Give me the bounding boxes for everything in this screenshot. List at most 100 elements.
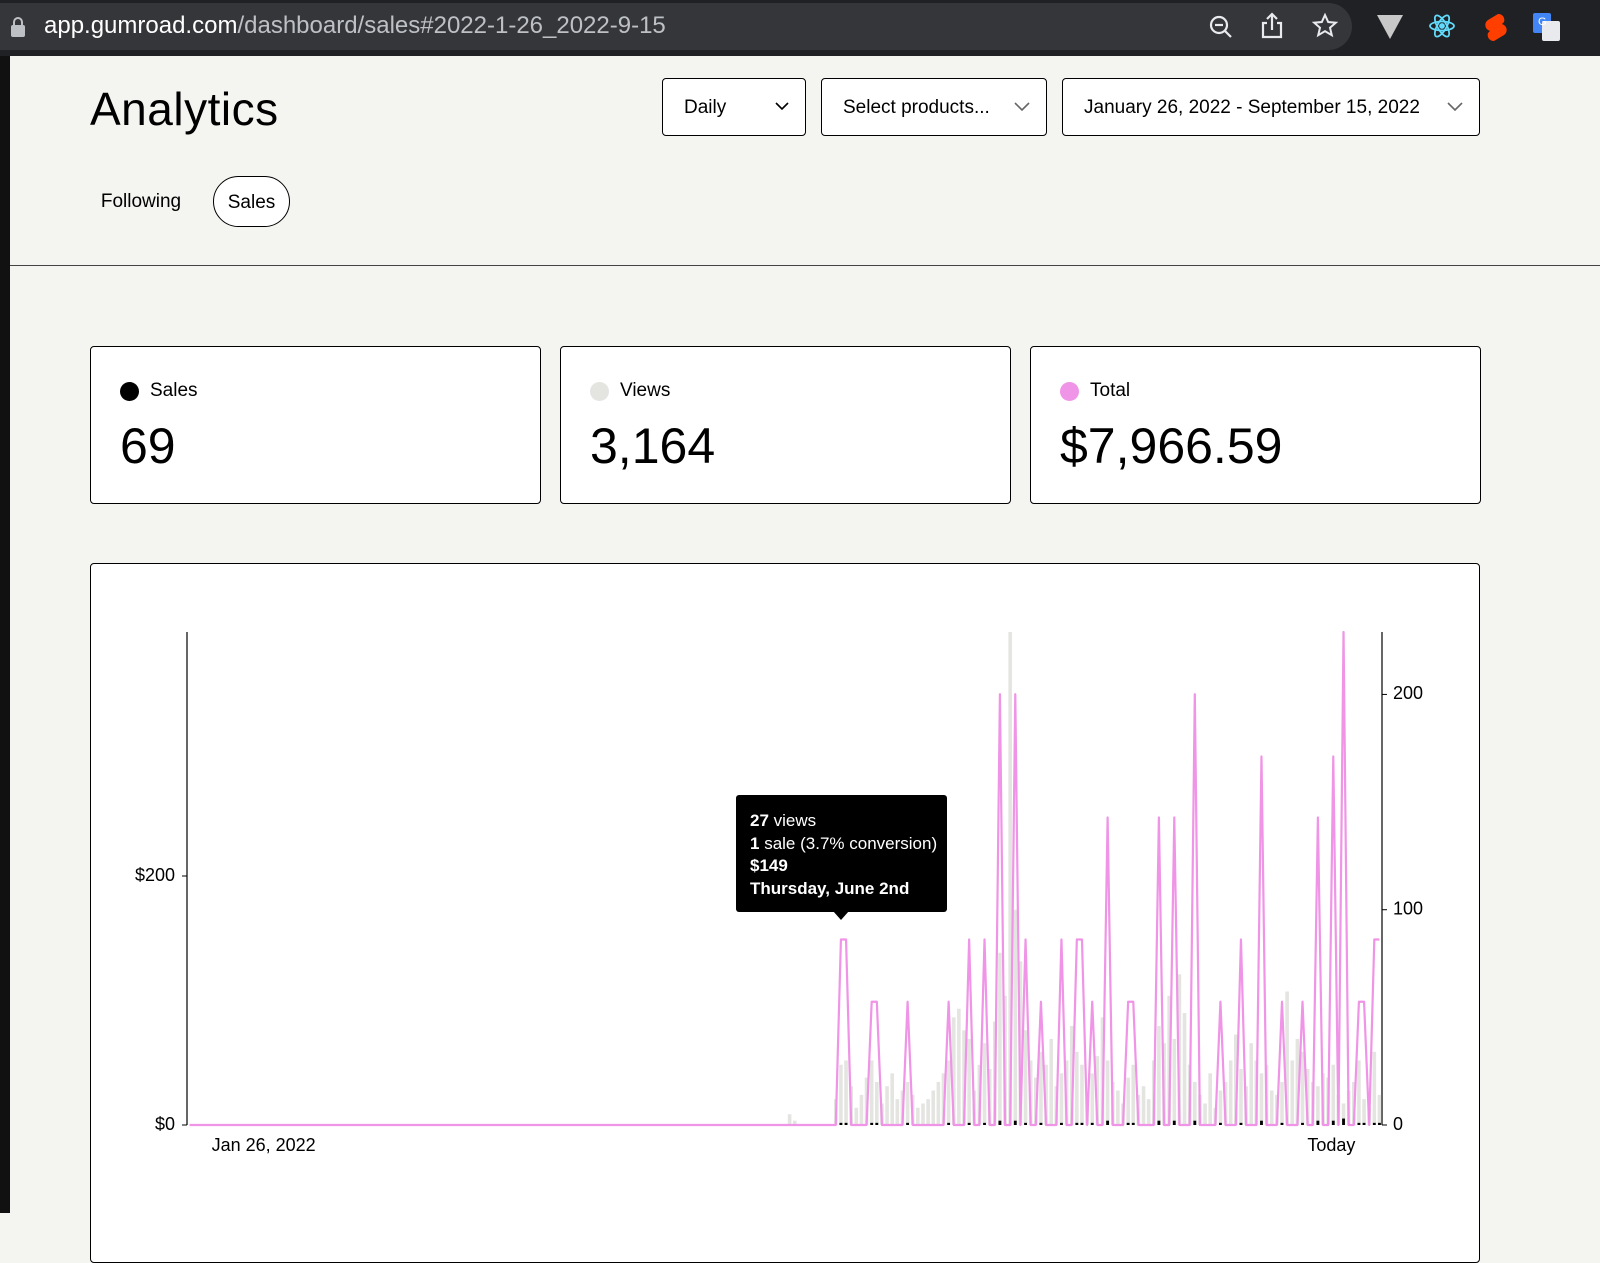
lock-icon	[11, 17, 25, 37]
bar	[1260, 1120, 1263, 1125]
bar	[1131, 1122, 1135, 1125]
bar	[1218, 1090, 1223, 1125]
bar	[854, 1107, 859, 1125]
tooltip-line: 1 sale (3.7% conversion)	[750, 833, 947, 856]
bar	[905, 1081, 910, 1125]
stat-label: Total	[1090, 380, 1131, 401]
bar	[1249, 1043, 1254, 1125]
svg-text:G: G	[1538, 16, 1547, 28]
y2-tick-label: 0	[1393, 1114, 1403, 1134]
url[interactable]: app.gumroad.com/dashboard/sales#2022-1-2…	[44, 12, 666, 40]
bar	[906, 1122, 910, 1125]
tooltip-strong: $149	[750, 856, 788, 875]
bar	[1239, 1122, 1243, 1125]
bar	[1362, 1099, 1366, 1125]
bar	[1049, 1038, 1053, 1125]
bar	[926, 1099, 930, 1125]
dropdown-label: January 26, 2022 - September 15, 2022	[1084, 97, 1420, 118]
bar	[1116, 1090, 1120, 1125]
bar	[1157, 1025, 1161, 1125]
bar	[1172, 1120, 1176, 1125]
bar	[1146, 1099, 1151, 1125]
bar	[1280, 1081, 1284, 1125]
bar	[1080, 1064, 1084, 1125]
bar	[1024, 1122, 1027, 1125]
products-dropdown[interactable]: Select products...	[821, 78, 1047, 136]
bar	[1208, 1073, 1212, 1125]
svelte-extension[interactable]	[1485, 13, 1507, 42]
stat-value: 3,164	[590, 418, 716, 474]
bar	[885, 1086, 889, 1125]
stat-label: Views	[620, 380, 671, 401]
bar	[1131, 1064, 1136, 1125]
bar	[957, 1008, 961, 1125]
bar	[1377, 1094, 1382, 1125]
bar	[859, 1094, 864, 1125]
stat-label: Sales	[150, 380, 198, 401]
tooltip-strong: 1	[750, 833, 760, 853]
bar	[936, 1081, 941, 1125]
y2-tick-label: 200	[1393, 683, 1423, 703]
bar	[983, 1122, 986, 1125]
bar	[1239, 1069, 1243, 1125]
bar	[1316, 1086, 1320, 1125]
vue-extension[interactable]	[1377, 15, 1403, 39]
address-bar[interactable]	[0, 3, 1352, 50]
bar	[1075, 1051, 1079, 1125]
bar	[1141, 1086, 1146, 1125]
legend-dot	[590, 382, 609, 401]
x-tick-label: Jan 26, 2022	[212, 1135, 316, 1155]
bar	[1357, 1122, 1361, 1125]
share-icon[interactable]	[1261, 12, 1283, 39]
react-extension[interactable]	[1429, 13, 1455, 38]
bar	[998, 952, 1002, 1125]
bar	[962, 1030, 966, 1125]
bar	[1126, 1122, 1130, 1125]
bar	[1172, 1038, 1177, 1125]
bar	[1039, 1051, 1043, 1125]
bar	[947, 1122, 951, 1125]
chevron	[1014, 102, 1030, 111]
bar	[1219, 1122, 1222, 1125]
bar	[982, 1043, 987, 1125]
bar	[1362, 1122, 1366, 1125]
period-dropdown[interactable]: Daily	[662, 78, 806, 136]
bar	[1177, 974, 1182, 1125]
bar	[1106, 1120, 1110, 1125]
date-range-dropdown[interactable]: January 26, 2022 - September 15, 2022	[1062, 78, 1480, 136]
bar	[1203, 1103, 1207, 1125]
chevron	[1447, 102, 1463, 111]
bar	[1060, 1122, 1063, 1125]
bar	[1295, 1038, 1300, 1125]
bar	[875, 1122, 879, 1125]
translate-extension[interactable]: G	[1533, 13, 1560, 41]
bar	[787, 1114, 792, 1125]
bar	[1075, 1122, 1079, 1125]
stat-value: 69	[120, 418, 176, 474]
bar	[1331, 1064, 1336, 1125]
bar	[946, 1060, 951, 1125]
bar	[1269, 1090, 1274, 1125]
stat-card: Total $7,966.59	[1030, 346, 1481, 504]
bar	[839, 1122, 843, 1125]
bar	[844, 1060, 848, 1125]
divider	[10, 265, 1600, 266]
bar	[1090, 1073, 1095, 1125]
bookmark-icon[interactable]	[1311, 12, 1339, 38]
bar	[870, 1122, 874, 1125]
bar	[1008, 632, 1012, 1125]
bar	[1090, 1122, 1094, 1125]
bar	[1013, 1120, 1017, 1125]
tooltip-line: $149	[750, 855, 947, 878]
tooltip-line: Thursday, June 2nd	[750, 878, 947, 901]
bar	[1157, 1120, 1161, 1125]
y2-tick-label: 100	[1393, 898, 1423, 918]
chart: $0 $200 0 100 200 Jan 26, 2022 Today	[135, 630, 1423, 1155]
zoom-icon[interactable]	[1209, 15, 1232, 38]
tab[interactable]: Following	[100, 191, 182, 212]
tab-active[interactable]: Sales	[213, 176, 290, 227]
bar	[1316, 1120, 1320, 1125]
browser-toolbar: app.gumroad.com/dashboard/sales#2022-1-2…	[0, 0, 1600, 56]
bar	[1280, 1122, 1284, 1125]
bar	[1023, 1030, 1028, 1125]
